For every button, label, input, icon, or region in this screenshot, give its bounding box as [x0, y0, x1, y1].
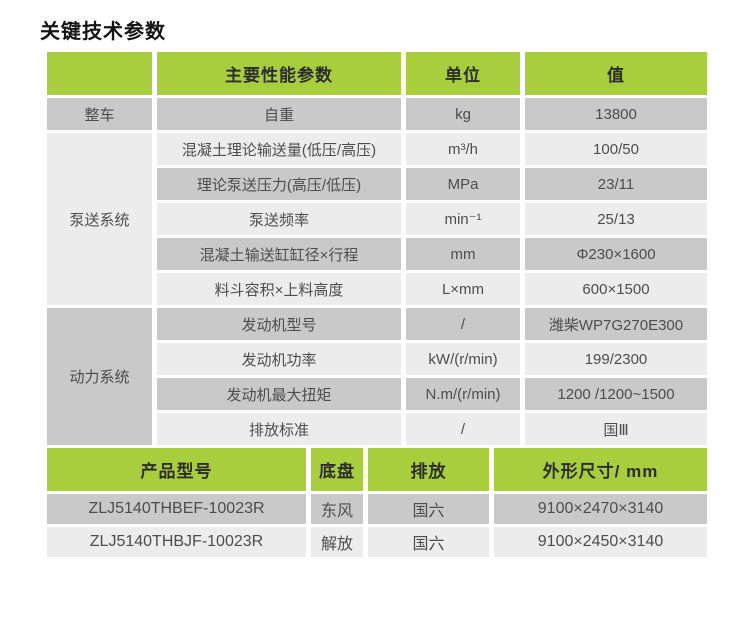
value-cell: 潍柴WP7G270E300: [525, 308, 707, 340]
param-cell: 混凝土理论输送量(低压/高压): [157, 133, 401, 165]
spec-table: 主要性能参数 单位 值 整车 自重 kg 13800 泵送系统 混凝土理论输送量…: [47, 52, 707, 445]
value-cell: 600×1500: [525, 273, 707, 305]
value-cell: Φ230×1600: [525, 238, 707, 270]
dimensions-cell: 9100×2450×3140: [494, 527, 707, 557]
category-cell-pumping-system: 泵送系统: [47, 133, 152, 305]
param-cell: 发动机功率: [157, 343, 401, 375]
spec-header-category: [47, 52, 152, 95]
unit-cell: kW/(r/min): [406, 343, 520, 375]
spec-header-unit: 单位: [406, 52, 520, 95]
unit-cell: L×mm: [406, 273, 520, 305]
emission-cell: 国六: [368, 527, 489, 557]
model-header-emission: 排放: [368, 448, 489, 491]
chassis-cell: 解放: [311, 527, 363, 557]
dimensions-cell: 9100×2470×3140: [494, 494, 707, 524]
spec-header-value: 值: [525, 52, 707, 95]
unit-cell: /: [406, 413, 520, 445]
param-cell: 泵送频率: [157, 203, 401, 235]
tables-wrapper: 主要性能参数 单位 值 整车 自重 kg 13800 泵送系统 混凝土理论输送量…: [47, 52, 707, 557]
model-header-dimensions: 外形尺寸/ mm: [494, 448, 707, 491]
unit-cell: kg: [406, 98, 520, 130]
model-header-chassis: 底盘: [311, 448, 363, 491]
value-cell: 25/13: [525, 203, 707, 235]
category-cell-power-system: 动力系统: [47, 308, 152, 445]
param-cell: 料斗容积×上料高度: [157, 273, 401, 305]
page-title: 关键技术参数: [40, 21, 166, 43]
param-cell: 排放标准: [157, 413, 401, 445]
unit-cell: mm: [406, 238, 520, 270]
page: 关键技术参数 主要性能参数 单位 值 整车 自重 kg 13800 泵送系统 混…: [0, 20, 750, 557]
param-cell: 发动机最大扭矩: [157, 378, 401, 410]
param-cell: 理论泵送压力(高压/低压): [157, 168, 401, 200]
category-cell-vehicle: 整车: [47, 98, 152, 130]
unit-cell: N.m/(r/min): [406, 378, 520, 410]
model-header-product-model: 产品型号: [47, 448, 306, 491]
value-cell: 199/2300: [525, 343, 707, 375]
param-cell: 发动机型号: [157, 308, 401, 340]
unit-cell: min⁻¹: [406, 203, 520, 235]
unit-cell: /: [406, 308, 520, 340]
value-cell: 1200 /1200~1500: [525, 378, 707, 410]
value-cell: 国Ⅲ: [525, 413, 707, 445]
value-cell: 13800: [525, 98, 707, 130]
unit-cell: MPa: [406, 168, 520, 200]
value-cell: 23/11: [525, 168, 707, 200]
value-cell: 100/50: [525, 133, 707, 165]
chassis-cell: 东风: [311, 494, 363, 524]
unit-cell: m³/h: [406, 133, 520, 165]
emission-cell: 国六: [368, 494, 489, 524]
param-cell: 自重: [157, 98, 401, 130]
model-table: 产品型号 底盘 排放 外形尺寸/ mm ZLJ5140THBEF-10023R …: [47, 448, 707, 557]
param-cell: 混凝土输送缸缸径×行程: [157, 238, 401, 270]
spec-header-parameter: 主要性能参数: [157, 52, 401, 95]
model-cell: ZLJ5140THBEF-10023R: [47, 494, 306, 524]
model-cell: ZLJ5140THBJF-10023R: [47, 527, 306, 557]
